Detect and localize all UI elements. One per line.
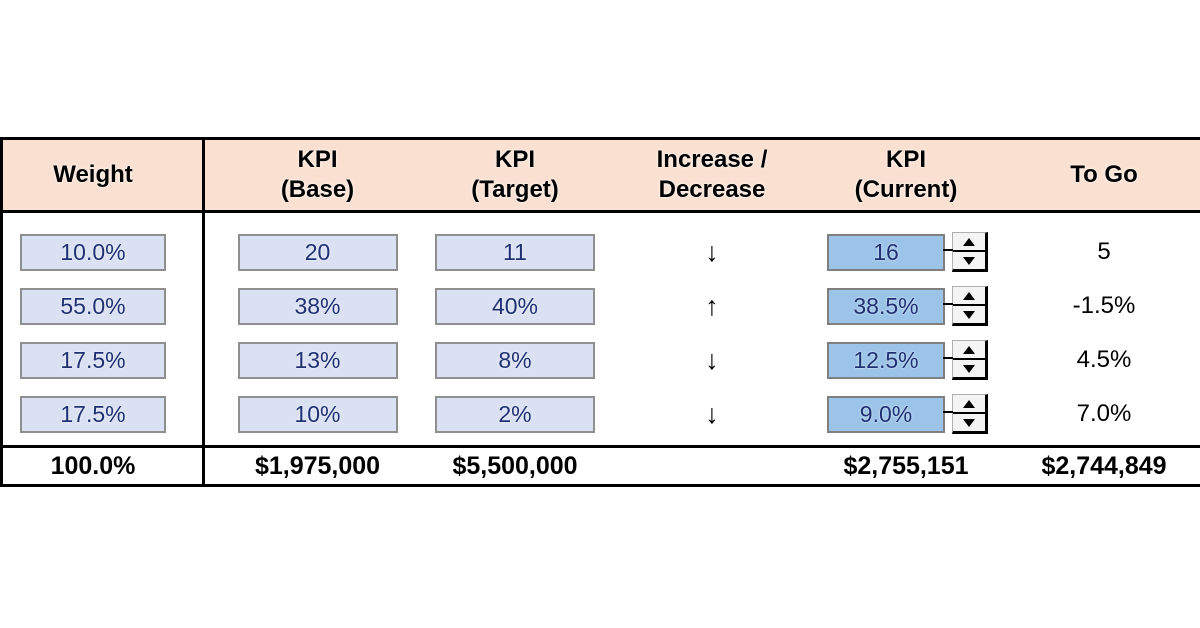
to-go-value: 7.0% <box>1076 400 1132 427</box>
kpi-target-input[interactable]: 11 <box>435 233 595 271</box>
kpi-target-input[interactable]: 8% <box>435 341 595 379</box>
spinner-up-button[interactable] <box>953 233 985 252</box>
to-go-value: 4.5% <box>1076 346 1132 373</box>
header-kpi-current: KPI (Current) <box>854 146 958 203</box>
total-weight: 100.0% <box>50 451 136 480</box>
weight-input[interactable]: 55.0% <box>20 287 166 325</box>
weight-input[interactable]: 10.0% <box>20 233 166 271</box>
header-to-go-label: To Go <box>1070 161 1138 188</box>
kpi-current-spinner[interactable] <box>943 232 988 272</box>
to-go-value: -1.5% <box>1072 292 1136 319</box>
table-header-row: Weight KPI (Base) KPI (Target) Increase … <box>3 140 1200 213</box>
to-go-value: 5 <box>1097 238 1111 265</box>
direction-arrow-icon: ↓ <box>705 398 719 429</box>
spinner-up-button[interactable] <box>953 395 985 414</box>
kpi-base-input[interactable]: 13% <box>237 341 398 379</box>
kpi-base-input[interactable]: 38% <box>237 287 398 325</box>
kpi-target-input[interactable]: 40% <box>435 287 595 325</box>
header-kpi-base: KPI (Base) <box>280 146 355 203</box>
header-kpi-target-label: KPI <box>494 146 535 173</box>
spinner-down-button[interactable] <box>953 414 985 431</box>
total-kpi-base: $1,975,000 <box>254 451 381 480</box>
kpi-table: Weight KPI (Base) KPI (Target) Increase … <box>0 137 1200 487</box>
table-row: 17.5% 10% 2% ↓ 9.0% 7.0% <box>3 387 1200 441</box>
header-increase-decrease-label: Increase / <box>656 146 768 173</box>
arrow-down-icon <box>963 310 975 319</box>
direction-arrow-icon: ↓ <box>705 236 719 267</box>
total-to-go: $2,744,849 <box>1041 451 1167 480</box>
kpi-base-input[interactable]: 20 <box>237 233 398 271</box>
direction-arrow-icon: ↑ <box>705 290 719 321</box>
arrow-down-icon <box>963 256 975 265</box>
arrow-down-icon <box>963 418 975 427</box>
weight-input[interactable]: 17.5% <box>20 395 166 433</box>
arrow-up-icon <box>963 237 975 246</box>
arrow-up-icon <box>963 291 975 300</box>
kpi-current-input[interactable]: 9.0% <box>827 395 945 433</box>
arrow-up-icon <box>963 399 975 408</box>
spinner-up-button[interactable] <box>953 341 985 360</box>
arrow-up-icon <box>963 345 975 354</box>
header-kpi-target: KPI (Target) <box>471 146 559 203</box>
header-weight-label: Weight <box>53 161 133 188</box>
table-body: 10.0% 20 11 ↓ 16 5 55.0% 38% 40% ↑ 38.5% <box>3 213 1200 448</box>
header-to-go: To Go <box>988 160 1200 190</box>
table-row: 17.5% 13% 8% ↓ 12.5% 4.5% <box>3 333 1200 387</box>
spinner-up-button[interactable] <box>953 287 985 306</box>
kpi-current-input[interactable]: 12.5% <box>827 341 945 379</box>
header-increase-decrease: Increase / Decrease <box>656 146 768 203</box>
total-kpi-target: $5,500,000 <box>452 451 578 480</box>
totals-row: 100.0% $1,975,000 $5,500,000 $2,755,151 … <box>3 448 1200 484</box>
direction-arrow-icon: ↓ <box>705 344 719 375</box>
spinner-down-button[interactable] <box>953 360 985 377</box>
kpi-current-spinner[interactable] <box>943 394 988 434</box>
table-row: 10.0% 20 11 ↓ 16 5 <box>3 225 1200 279</box>
weight-input[interactable]: 17.5% <box>20 341 166 379</box>
arrow-down-icon <box>963 364 975 373</box>
total-kpi-current: $2,755,151 <box>843 451 969 480</box>
header-kpi-base-label: KPI <box>297 146 338 173</box>
kpi-current-input[interactable]: 38.5% <box>827 287 945 325</box>
spinner-down-button[interactable] <box>953 252 985 269</box>
kpi-current-spinner[interactable] <box>943 286 988 326</box>
table-row: 55.0% 38% 40% ↑ 38.5% -1.5% <box>3 279 1200 333</box>
kpi-current-spinner[interactable] <box>943 340 988 380</box>
spinner-down-button[interactable] <box>953 306 985 323</box>
header-kpi-current-label: KPI <box>885 146 926 173</box>
kpi-base-input[interactable]: 10% <box>237 395 398 433</box>
kpi-target-input[interactable]: 2% <box>435 395 595 433</box>
header-weight: Weight <box>0 160 194 190</box>
kpi-current-input[interactable]: 16 <box>827 233 945 271</box>
